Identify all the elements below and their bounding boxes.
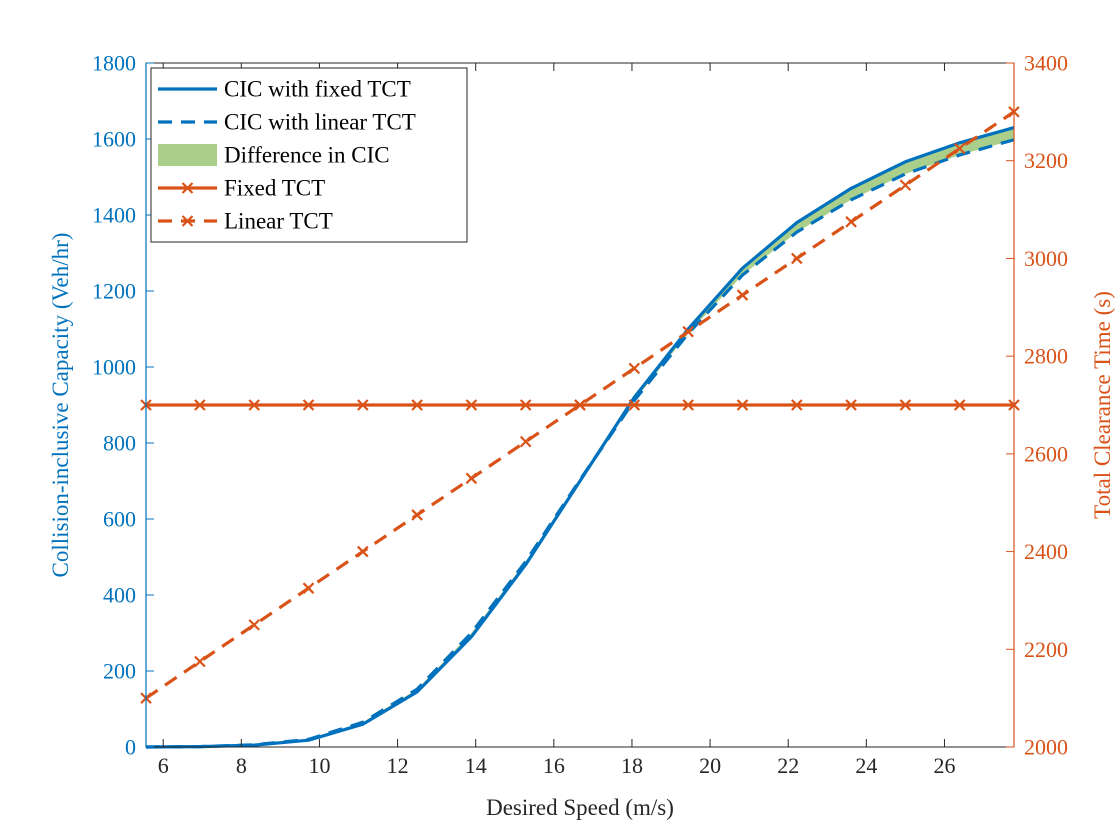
data-point-marker	[682, 325, 694, 338]
data-point-marker	[845, 399, 857, 411]
x-axis-title: Desired Speed (m/s)	[486, 795, 674, 820]
x-tick-label: 8	[236, 753, 247, 778]
right-y-tick-label: 2400	[1024, 539, 1068, 564]
data-point-marker	[302, 399, 315, 411]
data-point-marker	[357, 399, 369, 411]
left-y-tick-label: 800	[103, 431, 136, 456]
left-y-tick-label: 200	[103, 659, 136, 684]
data-point-marker	[899, 399, 912, 411]
data-point-marker	[953, 142, 966, 155]
legend-label: CIC with fixed TCT	[224, 77, 411, 102]
data-point-marker	[411, 399, 423, 411]
left-y-tick-label: 400	[103, 583, 136, 608]
legend: CIC with fixed TCT CIC with linear TCT Dif…	[150, 67, 468, 243]
left-y-axis-title: Collision-inclusive Capacity (Veh/hr)	[48, 233, 73, 578]
legend-swatch-marker	[181, 182, 194, 194]
right-y-tick-label: 3000	[1024, 246, 1068, 271]
right-y-tick-label: 2800	[1024, 344, 1068, 369]
x-tick-label: 6	[158, 753, 169, 778]
left-y-tick-label: 600	[103, 507, 136, 532]
series-line-cic-with-linear-tct	[145, 138, 1015, 749]
x-tick-label: 18	[621, 753, 643, 778]
x-tick-label: 14	[465, 753, 487, 778]
data-point-marker	[628, 399, 641, 411]
series-line-linear-tct	[145, 110, 1015, 700]
data-point-marker	[791, 252, 803, 265]
x-tick-label: 20	[699, 753, 721, 778]
data-point-marker	[791, 399, 803, 411]
data-point-marker	[194, 399, 206, 411]
right-y-tick-label: 2200	[1024, 637, 1068, 662]
legend-label: Difference in CIC	[224, 143, 390, 168]
data-point-marker	[411, 509, 423, 521]
data-point-marker	[519, 435, 532, 448]
right-y-axis-title: Total Clearance Time (s)	[1090, 291, 1115, 519]
x-tick-label: 22	[777, 753, 799, 778]
data-point-marker	[899, 179, 912, 191]
right-y-tick-label: 2000	[1024, 735, 1068, 760]
data-point-marker	[357, 545, 369, 558]
left-y-tick-label: 1400	[92, 203, 136, 228]
left-y-tick-label: 1200	[92, 279, 136, 304]
left-y-tick-label: 0	[125, 735, 136, 760]
right-y-tick-label: 2600	[1024, 441, 1068, 466]
left-y-tick-label: 1800	[92, 51, 136, 76]
data-point-marker	[302, 582, 315, 594]
data-point-marker	[574, 399, 586, 411]
legend-swatch-marker	[181, 215, 194, 227]
data-point-marker	[845, 216, 857, 228]
x-tick-label: 16	[543, 753, 565, 778]
x-tick-label: 24	[855, 753, 877, 778]
data-point-marker	[465, 399, 478, 411]
data-point-marker	[628, 362, 641, 375]
legend-swatch-patch	[158, 144, 217, 166]
data-point-marker	[953, 399, 966, 411]
legend-label: Fixed TCT	[224, 176, 325, 201]
data-point-marker	[519, 399, 532, 411]
left-y-tick-label: 1000	[92, 355, 136, 380]
x-tick-label: 26	[933, 753, 955, 778]
data-point-marker	[736, 289, 749, 301]
legend-label: CIC with linear TCT	[224, 110, 416, 135]
data-point-marker	[248, 399, 260, 411]
data-point-marker	[465, 472, 478, 485]
data-point-marker	[248, 619, 260, 631]
left-y-tick-label: 1600	[92, 127, 136, 152]
right-y-tick-label: 3400	[1024, 51, 1068, 76]
x-tick-label: 12	[387, 753, 409, 778]
data-point-marker	[736, 399, 749, 411]
legend-label: Linear TCT	[224, 209, 333, 234]
right-y-tick-label: 3200	[1024, 148, 1068, 173]
x-tick-label: 10	[308, 753, 330, 778]
data-point-marker	[194, 655, 206, 668]
data-point-marker	[682, 399, 694, 411]
